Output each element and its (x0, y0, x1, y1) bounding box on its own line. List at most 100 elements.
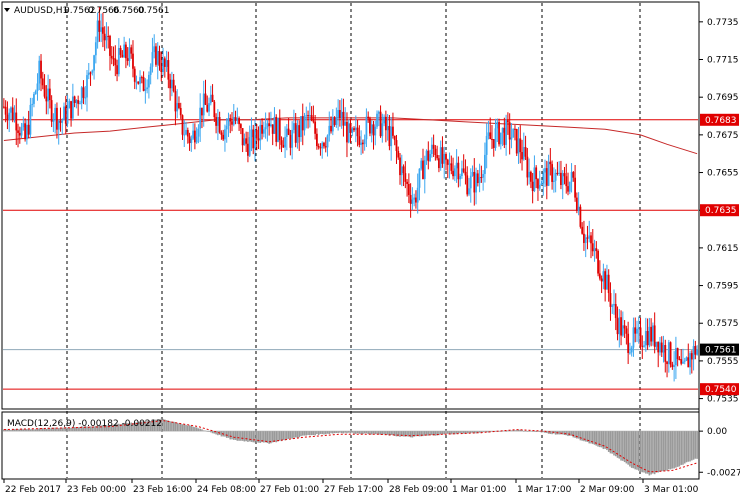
macd-histogram-bar (351, 431, 354, 433)
macd-histogram-bar (10, 430, 12, 432)
macd-histogram-bar (696, 431, 698, 459)
candle-body (400, 166, 403, 176)
macd-histogram-bar (523, 431, 525, 432)
candle-body (652, 325, 654, 342)
macd-histogram-bar (310, 431, 313, 436)
candle-body (342, 111, 345, 126)
macd-histogram-bar (107, 425, 110, 432)
macd-histogram-bar (146, 421, 148, 432)
candle-body (510, 137, 513, 140)
candle-body (48, 88, 51, 101)
candle-body (696, 349, 699, 355)
candle-body (102, 27, 104, 34)
candle-body (506, 120, 509, 123)
macd-histogram-bar (137, 421, 140, 432)
time-tick-label: 27 Feb 17:00 (324, 485, 383, 495)
candle-body (471, 171, 474, 176)
candle-body (637, 327, 640, 329)
candle-body (485, 135, 488, 155)
candle-body (270, 124, 272, 127)
macd-histogram-bar (301, 431, 304, 436)
macd-histogram-bar (123, 422, 125, 432)
macd-histogram-bar (469, 431, 472, 434)
candle-body (185, 129, 187, 135)
candle-body (303, 116, 306, 131)
candle-body (282, 144, 285, 148)
candle-body (326, 135, 329, 148)
candle-body (528, 171, 531, 178)
candle-body (165, 60, 168, 67)
candle-body (167, 60, 170, 80)
macd-histogram-bar (517, 429, 520, 432)
candle-body (278, 117, 281, 141)
candle-body (280, 140, 283, 145)
macd-histogram-bar (586, 431, 589, 442)
macd-histogram-bar (547, 431, 550, 434)
candle-body (609, 293, 612, 307)
candle-body (100, 27, 103, 32)
price-tick-label: 0.7675 (707, 131, 739, 141)
macd-histogram-bar (577, 431, 580, 439)
macd-histogram-bar (588, 431, 591, 444)
candle-body (338, 109, 341, 118)
candle-body (238, 118, 240, 125)
macd-histogram-bar (339, 431, 341, 433)
macd-histogram-bar (567, 431, 569, 437)
macd-histogram-bar (192, 426, 194, 432)
candle-body (600, 278, 603, 282)
macd-histogram-bar (627, 431, 629, 465)
candle-body (41, 78, 44, 86)
candle-body (163, 58, 166, 67)
macd-histogram-bar (443, 431, 446, 435)
candle-body (264, 127, 267, 130)
candle-body (434, 148, 437, 156)
candle-body (664, 345, 667, 362)
candle-body (360, 142, 363, 145)
macd-histogram-bar (8, 429, 10, 432)
candle-body (34, 90, 37, 95)
macd-histogram-bar (188, 425, 191, 432)
macd-histogram-bar (305, 431, 308, 436)
macd-histogram-bar (291, 431, 293, 439)
candle-body (682, 361, 684, 364)
candle-body (676, 348, 679, 360)
macd-histogram-bar (151, 420, 154, 432)
macd-histogram-bar (344, 431, 346, 433)
candle-body (266, 123, 269, 128)
candle-body (63, 106, 65, 121)
candle-body (690, 353, 693, 360)
macd-histogram-bar (41, 428, 44, 432)
macd-histogram-bar (172, 421, 175, 432)
macd-histogram-bar (335, 431, 338, 433)
macd-histogram-bar (100, 425, 102, 432)
candle-body (188, 136, 191, 144)
candle-body (52, 119, 55, 122)
candle-body (673, 365, 676, 368)
macd-histogram-bar (289, 431, 292, 439)
macd-histogram-bar (144, 420, 147, 432)
candle-body (4, 106, 7, 115)
macd-histogram-bar (199, 428, 201, 432)
macd-histogram-bar (418, 431, 421, 437)
macd-histogram-bar (271, 431, 274, 443)
candle-body (277, 117, 279, 142)
macd-histogram-bar (689, 431, 691, 462)
symbol-label: AUDUSD,H1 (14, 6, 68, 16)
macd-histogram-bar (409, 431, 412, 438)
candle-body (648, 326, 651, 346)
macd-histogram-bar (404, 431, 407, 437)
macd-histogram-bar (77, 427, 79, 432)
candle-body (220, 132, 223, 135)
candle-body (478, 177, 481, 184)
candle-body (93, 55, 95, 71)
candle-body (636, 328, 638, 334)
candle-body (137, 81, 140, 84)
macd-histogram-bar (158, 419, 161, 432)
candle-body (393, 135, 396, 141)
candle-body (27, 124, 30, 135)
candle-body (110, 55, 113, 59)
candle-body (112, 58, 115, 60)
dropdown-triangle-icon[interactable] (4, 8, 10, 12)
macd-histogram-bar (675, 431, 677, 468)
